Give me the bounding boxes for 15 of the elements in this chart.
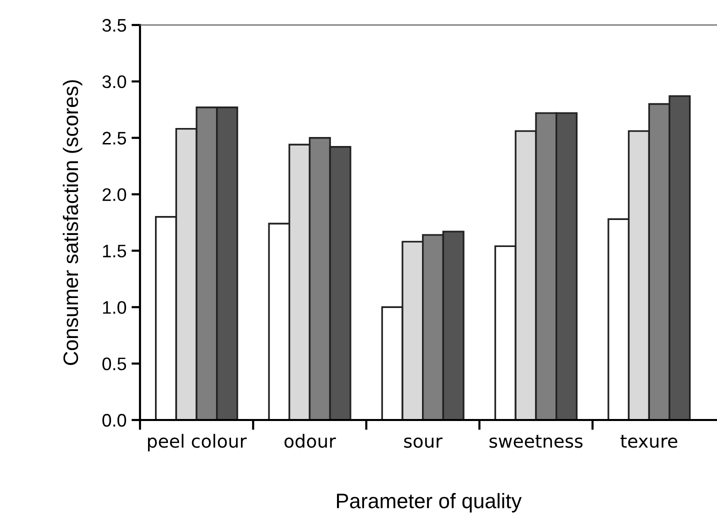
y-tick-label: 2.0: [102, 188, 126, 202]
y-tick-label: 2.5: [102, 132, 126, 145]
x-tick-label: texure: [620, 434, 678, 448]
y-tick-label: 1.5: [103, 244, 126, 258]
y-tick-label: 0.5: [102, 358, 126, 370]
x-tick-label: sweetness: [490, 434, 583, 448]
x-axis-title: Parameter of quality: [337, 493, 522, 512]
y-axis-title: Consumer satisfaction (scores): [62, 80, 82, 365]
y-tick-label: 1.0: [103, 301, 126, 314]
x-tick-label: peel colour: [148, 434, 247, 452]
y-tick-label: 3.5: [102, 18, 126, 32]
x-tick-label: odour: [284, 434, 336, 448]
y-tick-label: 3.0: [102, 75, 126, 88]
x-tick-label: sour: [404, 437, 443, 448]
y-tick-label: 0.0: [102, 414, 126, 427]
